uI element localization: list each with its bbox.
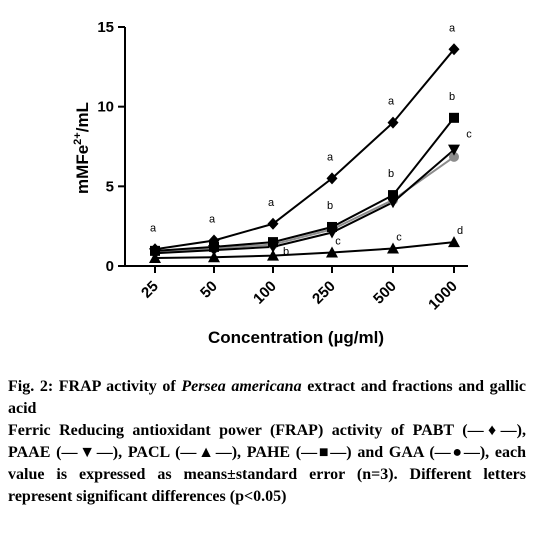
data-point-pahe <box>388 190 398 201</box>
series-line-paae <box>154 148 455 255</box>
y-axis-label-base: mMFe <box>73 145 92 194</box>
data-point-pacl <box>149 252 161 264</box>
y-tick-label: 15 <box>97 19 114 36</box>
y-axis-label-sup: 2+ <box>72 132 84 145</box>
data-point-pacl <box>208 251 220 263</box>
caption-body: Ferric Reducing antioxidant power (FRAP)… <box>8 422 526 505</box>
y-tick-label: 5 <box>106 178 114 195</box>
series-line-pahe <box>154 117 455 252</box>
significance-letter-pabt: a <box>209 214 216 226</box>
significance-letter-paae: c <box>466 129 472 141</box>
x-tick-label: 500 <box>370 278 400 308</box>
significance-letter-pahe: b <box>449 91 455 103</box>
significance-letter-pahe: b <box>388 168 394 180</box>
data-point-pacl <box>326 246 338 258</box>
caption-species: Persea americana <box>181 378 302 395</box>
y-tick-label: 0 <box>106 258 114 275</box>
caption-title-pre: FRAP activity of <box>53 378 182 395</box>
caption-fig-label: Fig. 2: <box>8 378 54 395</box>
series-line-pabt <box>154 48 455 251</box>
x-tick-label: 100 <box>250 278 280 308</box>
series-markers <box>149 43 460 264</box>
significance-letter-pahe: b <box>283 246 289 258</box>
caption-title-post: extract and fractions and gallic acid <box>8 378 527 417</box>
x-tick-label: 50 <box>197 278 221 302</box>
significance-letter-pabt: a <box>150 222 157 234</box>
data-point-pabt <box>208 234 220 247</box>
significance-letter-pacl: d <box>457 225 463 237</box>
significance-letter-pahe: b <box>327 200 333 212</box>
y-axis-label-tail: /mL <box>73 102 92 132</box>
data-point-pabt <box>267 217 279 230</box>
data-point-pacl <box>448 236 460 248</box>
data-point-pabt <box>149 243 161 256</box>
significance-letter-pabt: a <box>449 22 456 34</box>
axes <box>124 27 468 267</box>
data-point-pahe <box>268 237 278 248</box>
x-ticks: 25 50 100 250 500 1000 <box>138 266 461 313</box>
data-point-paae <box>448 144 460 156</box>
y-axis-label: mMFe2+/mL <box>72 102 92 194</box>
data-point-pahe <box>449 112 459 123</box>
data-point-pahe <box>327 221 337 232</box>
data-point-gaa <box>449 151 459 162</box>
data-point-pabt <box>448 43 460 56</box>
y-tick-label: 10 <box>97 99 114 116</box>
data-point-pacl <box>267 249 279 261</box>
significance-letters: a a a a a a c c c d b b b b <box>150 22 472 258</box>
data-point-pabt <box>326 172 338 185</box>
figure-caption: Fig. 2: FRAP activity of Persea american… <box>8 376 526 508</box>
y-ticks: 0 5 10 15 <box>97 19 125 275</box>
x-tick-label: 1000 <box>425 278 461 314</box>
data-point-pacl <box>387 242 399 254</box>
data-point-pahe <box>209 241 219 252</box>
caption-title: Fig. 2: FRAP activity of Persea american… <box>8 376 526 420</box>
x-axis-label: Concentration (µg/ml) <box>208 328 384 347</box>
significance-letter-pabt: a <box>388 96 395 108</box>
significance-letter-pabt: a <box>327 151 334 163</box>
series-line-pacl <box>154 241 455 259</box>
significance-letter-pabt: a <box>268 197 275 209</box>
x-tick-label: 250 <box>309 278 339 308</box>
series-lines <box>154 48 455 259</box>
series-line-gaa <box>154 156 455 253</box>
data-point-pabt <box>387 116 399 129</box>
significance-letter-pacl: c <box>396 231 402 243</box>
significance-letter-pacl: c <box>335 235 341 247</box>
x-tick-label: 25 <box>138 278 162 302</box>
